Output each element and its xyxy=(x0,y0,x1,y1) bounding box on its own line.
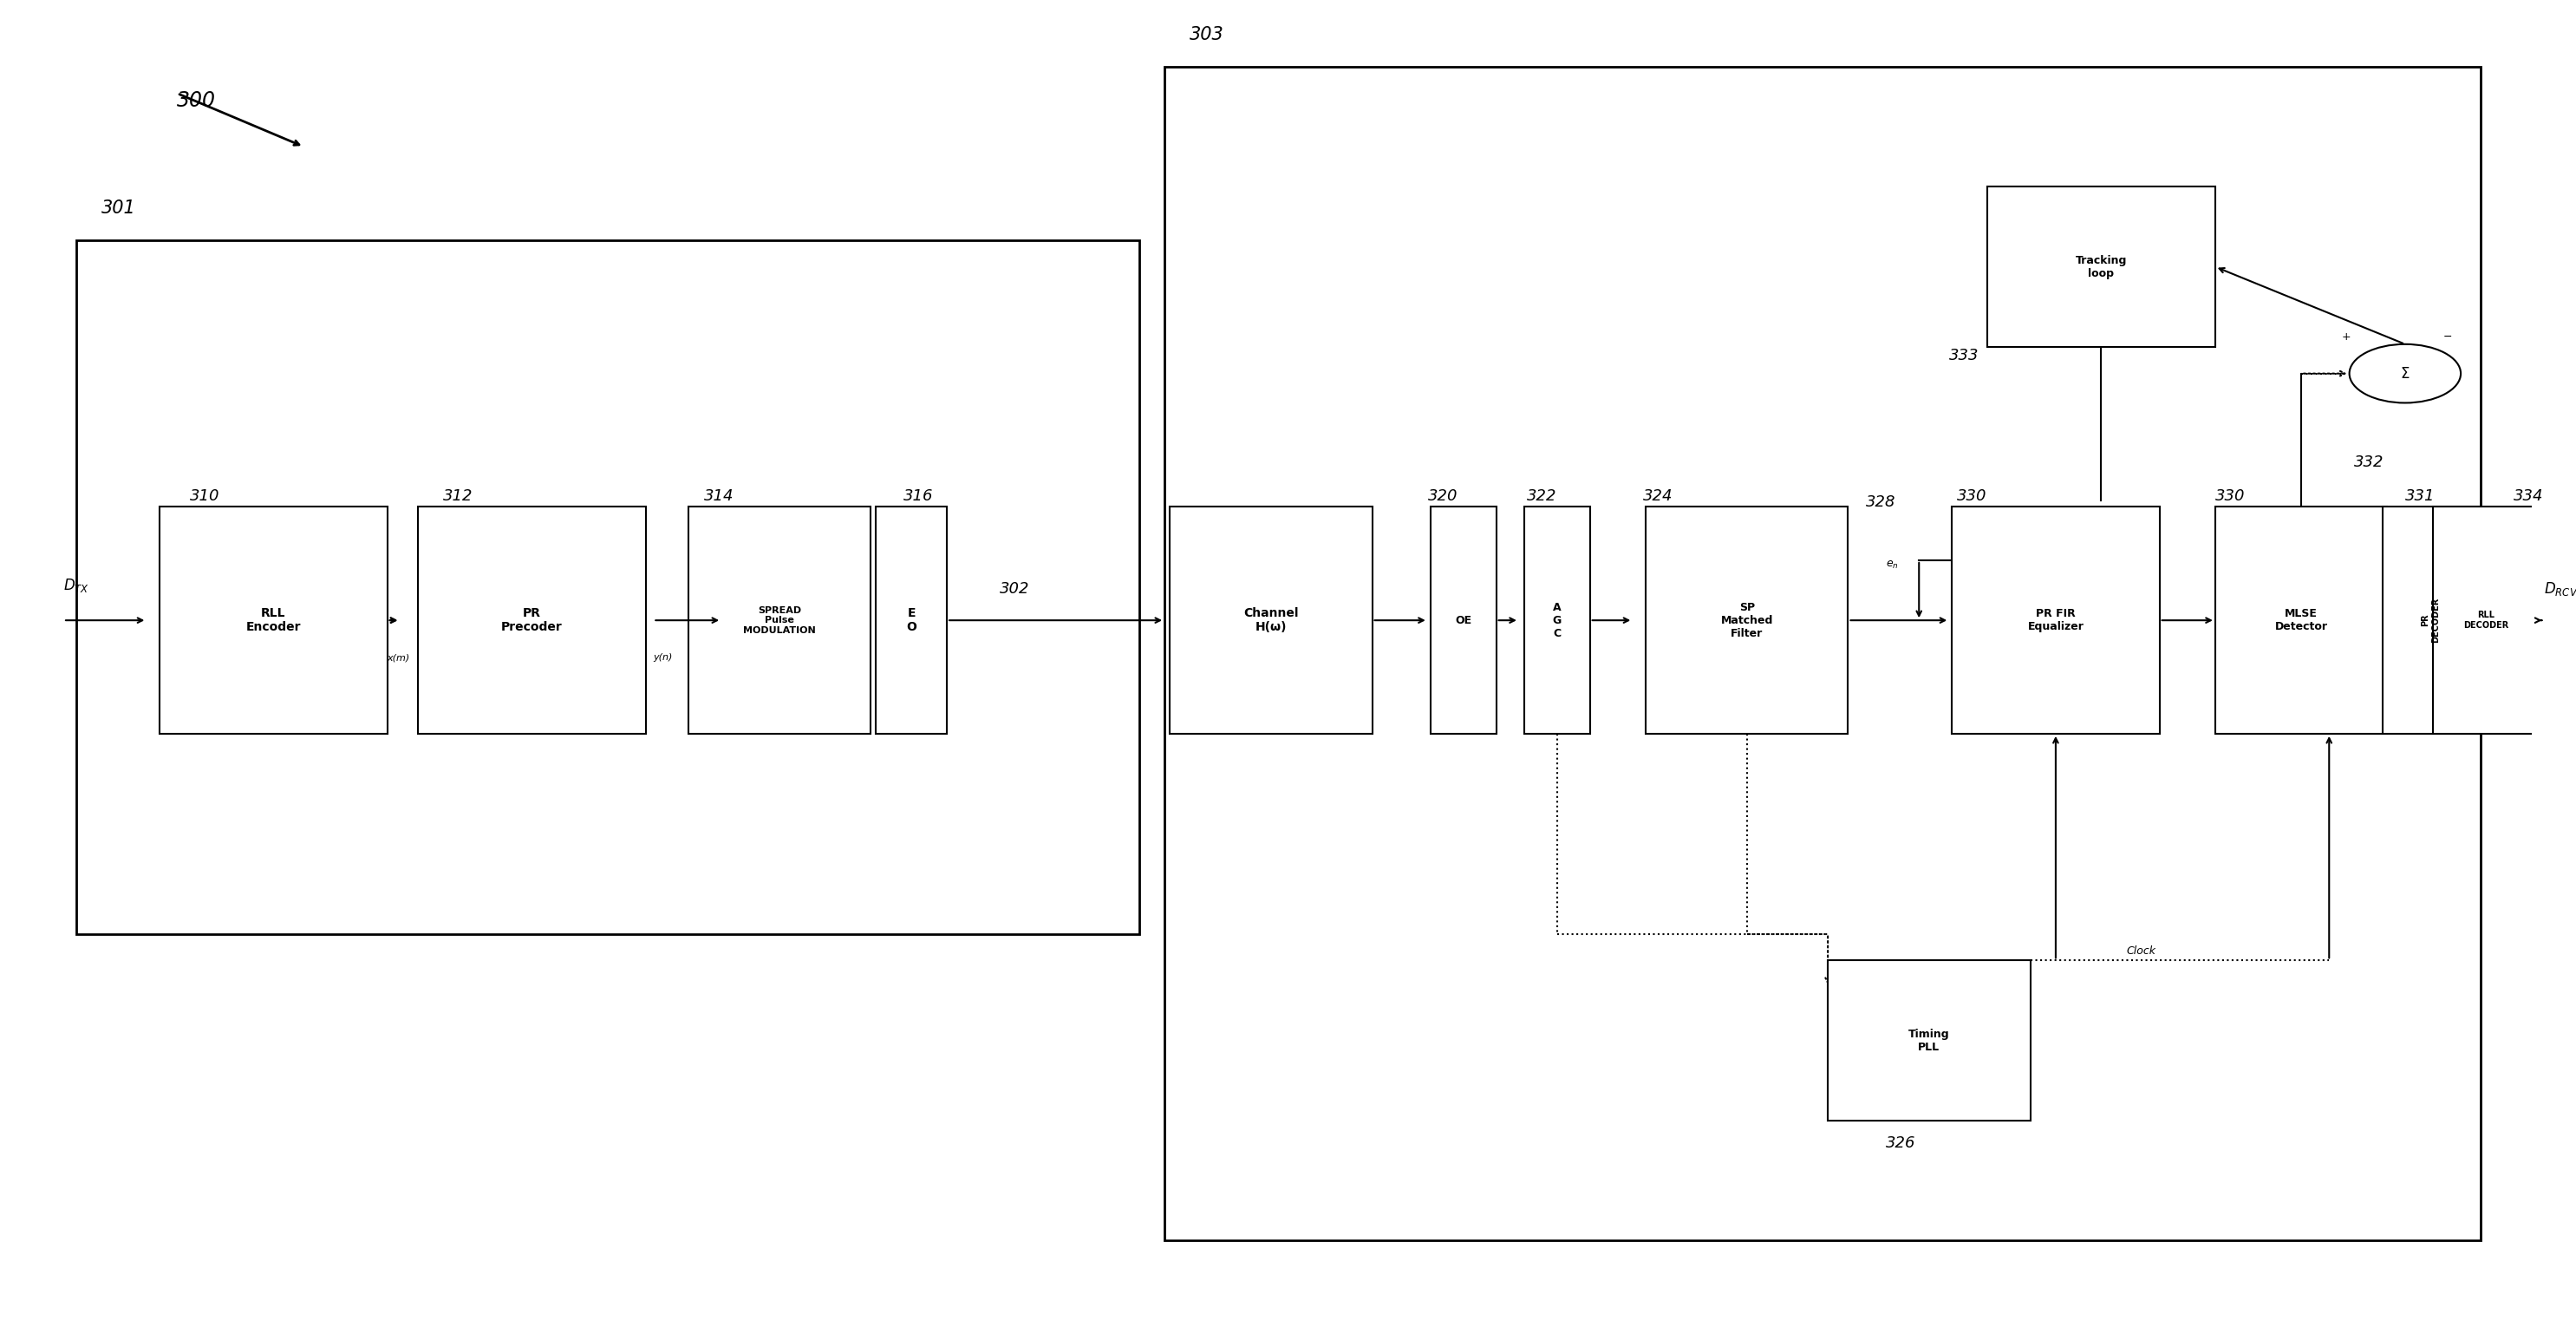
Text: 322: 322 xyxy=(1528,488,1556,504)
Text: A
G
C: A G C xyxy=(1553,602,1561,639)
Text: 316: 316 xyxy=(904,488,933,504)
Text: E
O: E O xyxy=(907,607,917,634)
Text: PR
DECODER: PR DECODER xyxy=(2421,598,2439,643)
Text: Channel
H(ω): Channel H(ω) xyxy=(1244,607,1298,634)
Text: y(n): y(n) xyxy=(654,654,672,662)
FancyBboxPatch shape xyxy=(75,240,1139,934)
FancyBboxPatch shape xyxy=(1170,507,1373,734)
FancyBboxPatch shape xyxy=(160,507,386,734)
Text: 326: 326 xyxy=(1886,1135,1917,1151)
Text: 334: 334 xyxy=(2514,488,2545,504)
Text: $D_{RCV}$: $D_{RCV}$ xyxy=(2545,580,2576,598)
Text: 310: 310 xyxy=(191,488,219,504)
FancyBboxPatch shape xyxy=(417,507,647,734)
FancyBboxPatch shape xyxy=(1430,507,1497,734)
FancyBboxPatch shape xyxy=(1829,960,2030,1121)
Text: Timing
PLL: Timing PLL xyxy=(1909,1029,1950,1053)
FancyBboxPatch shape xyxy=(2432,507,2540,734)
Circle shape xyxy=(2349,344,2460,403)
Text: 300: 300 xyxy=(178,91,216,111)
Text: SPREAD
Pulse
MODULATION: SPREAD Pulse MODULATION xyxy=(744,606,817,635)
FancyBboxPatch shape xyxy=(2383,507,2478,734)
FancyBboxPatch shape xyxy=(688,507,871,734)
FancyBboxPatch shape xyxy=(1525,507,1589,734)
Text: Σ: Σ xyxy=(2401,366,2409,382)
FancyBboxPatch shape xyxy=(1986,187,2215,347)
FancyBboxPatch shape xyxy=(1646,507,1847,734)
Text: PR FIR
Equalizer: PR FIR Equalizer xyxy=(2027,608,2084,632)
Text: 328: 328 xyxy=(1865,495,1896,511)
Text: SP
Matched
Filter: SP Matched Filter xyxy=(1721,602,1772,639)
FancyBboxPatch shape xyxy=(1953,507,2159,734)
Text: 330: 330 xyxy=(1958,488,1986,504)
Text: Clock: Clock xyxy=(2128,944,2156,956)
Text: 331: 331 xyxy=(2406,488,2434,504)
Text: MLSE
Detector: MLSE Detector xyxy=(2275,608,2329,632)
Text: 314: 314 xyxy=(703,488,734,504)
Text: 333: 333 xyxy=(1950,348,1978,364)
Text: RLL
DECODER: RLL DECODER xyxy=(2463,611,2509,630)
Text: 320: 320 xyxy=(1427,488,1458,504)
Text: 330: 330 xyxy=(2215,488,2246,504)
FancyBboxPatch shape xyxy=(1164,67,2481,1241)
Text: 332: 332 xyxy=(2354,455,2385,471)
Text: x(m): x(m) xyxy=(386,654,410,662)
Text: 303: 303 xyxy=(1190,27,1224,44)
Text: +: + xyxy=(2342,331,2352,343)
FancyBboxPatch shape xyxy=(2215,507,2388,734)
Text: Tracking
loop: Tracking loop xyxy=(2076,255,2128,279)
Text: −: − xyxy=(2442,331,2452,343)
Text: PR
Precoder: PR Precoder xyxy=(500,607,562,634)
Text: $D_{TX}$: $D_{TX}$ xyxy=(64,576,90,594)
Text: 302: 302 xyxy=(999,582,1030,598)
Text: OE: OE xyxy=(1455,615,1471,626)
FancyBboxPatch shape xyxy=(876,507,948,734)
Text: $e_n$: $e_n$ xyxy=(1886,559,1899,571)
Text: 312: 312 xyxy=(443,488,474,504)
Text: 301: 301 xyxy=(100,200,137,217)
Text: RLL
Encoder: RLL Encoder xyxy=(245,607,301,634)
Text: 324: 324 xyxy=(1643,488,1672,504)
